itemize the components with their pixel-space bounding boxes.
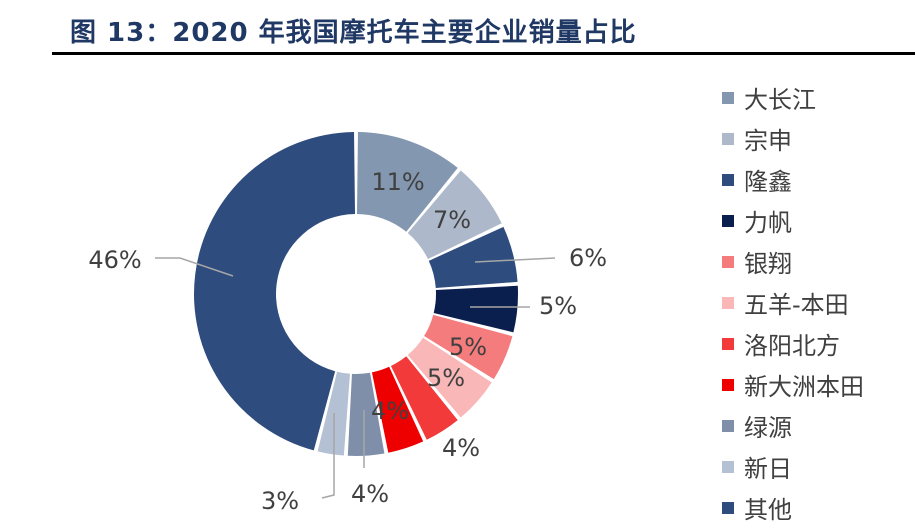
data-label-4: 5%	[539, 292, 577, 320]
legend-swatch	[722, 255, 734, 268]
legend-item: 银翔	[722, 241, 912, 282]
donut-chart: 11% 7% 6% 5% 5% 5% 4% 4% 4% 3% 46%	[88, 132, 607, 515]
legend-label: 五羊-本田	[744, 291, 849, 319]
slice-6	[407, 337, 492, 418]
legend-label: 大长江	[744, 86, 816, 114]
legend-swatch	[722, 378, 734, 391]
slice-9	[347, 372, 385, 456]
legend-label: 新大洲本田	[744, 373, 864, 401]
legend-item: 绿源	[722, 405, 912, 446]
legend-label: 银翔	[744, 250, 792, 278]
data-label-3: 6%	[569, 244, 607, 272]
data-label-10: 3%	[261, 487, 299, 515]
data-label-7: 4%	[442, 434, 480, 462]
slice-3	[428, 226, 518, 289]
legend-swatch	[722, 501, 734, 514]
legend-label: 其他	[744, 496, 792, 524]
leader-line-3	[474, 257, 556, 263]
legend-label: 洛阳北方	[744, 332, 840, 360]
legend-item: 新大洲本田	[722, 364, 912, 405]
legend-item: 大长江	[722, 77, 912, 118]
title-underline	[52, 52, 915, 55]
legend-label: 新日	[744, 455, 792, 483]
legend-item: 其他	[722, 487, 912, 528]
data-label-1: 11%	[371, 168, 424, 196]
legend-swatch	[722, 132, 734, 145]
legend-label: 隆鑫	[744, 168, 792, 196]
data-label-8: 4%	[371, 397, 409, 425]
legend-swatch	[722, 337, 734, 350]
legend-swatch	[722, 173, 734, 186]
legend-swatch	[722, 460, 734, 473]
data-label-6: 5%	[427, 364, 465, 392]
legend-swatch	[722, 214, 734, 227]
legend-label: 绿源	[744, 414, 792, 442]
legend-item: 五羊-本田	[722, 282, 912, 323]
legend-label: 力帆	[744, 209, 792, 237]
data-label-2: 7%	[433, 206, 471, 234]
data-label-9: 4%	[351, 480, 389, 508]
leader-line-11	[155, 257, 234, 277]
slice-2	[407, 170, 502, 260]
slice-8	[371, 366, 424, 453]
slice-11	[193, 132, 356, 451]
slice-7	[390, 356, 458, 440]
data-label-5: 5%	[449, 333, 487, 361]
legend-item: 隆鑫	[722, 159, 912, 200]
legend-item: 洛阳北方	[722, 323, 912, 364]
legend-label: 宗申	[744, 127, 792, 155]
data-label-11: 46%	[88, 246, 141, 274]
slice-5	[424, 314, 513, 380]
legend-swatch	[722, 296, 734, 309]
chart-title: 图 13：2020 年我国摩托车主要企业销量占比	[70, 18, 637, 48]
legend-item: 力帆	[722, 200, 912, 241]
legend-swatch	[722, 91, 734, 104]
chart-legend: 大长江宗申隆鑫力帆银翔五羊-本田洛阳北方新大洲本田绿源新日其他	[722, 77, 912, 528]
leader-line-10	[321, 413, 335, 499]
slice-1	[356, 132, 458, 232]
legend-swatch	[722, 419, 734, 432]
legend-item: 新日	[722, 446, 912, 487]
legend-item: 宗申	[722, 118, 912, 159]
slice-4	[433, 285, 518, 333]
